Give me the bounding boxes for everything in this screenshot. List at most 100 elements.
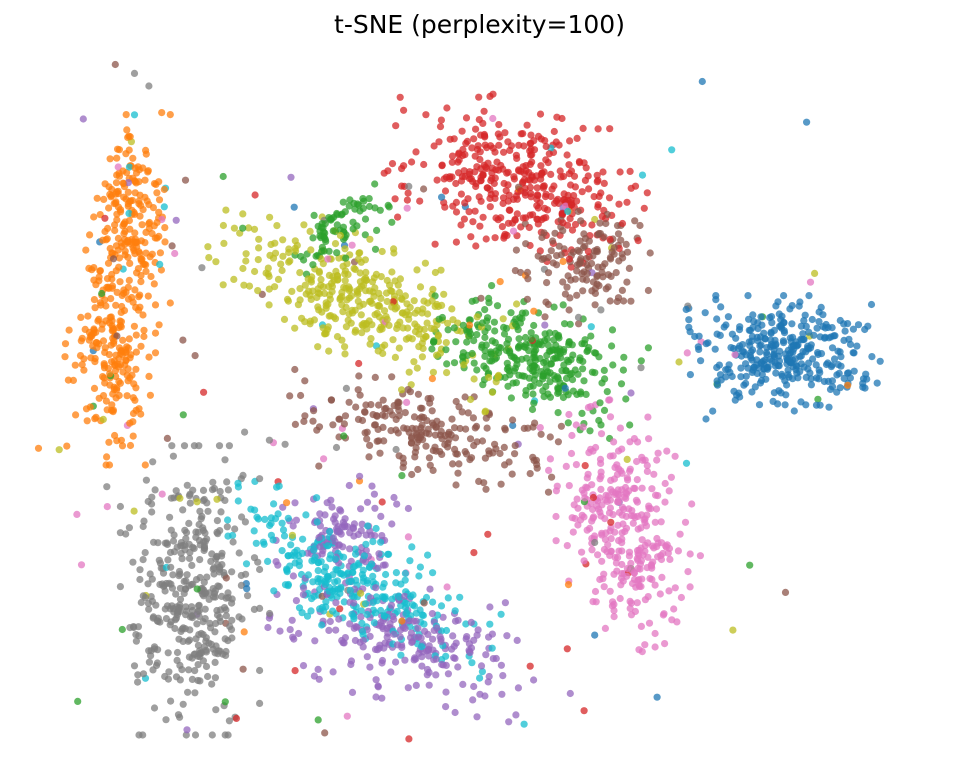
data-point xyxy=(509,227,518,235)
data-point xyxy=(542,142,550,151)
data-point xyxy=(652,505,661,513)
data-point xyxy=(620,297,628,305)
data-point xyxy=(604,541,612,549)
data-point xyxy=(327,551,335,559)
data-point xyxy=(484,324,492,332)
data-point xyxy=(276,627,284,635)
data-point xyxy=(223,523,231,531)
data-point xyxy=(563,645,571,653)
data-point xyxy=(587,403,595,411)
data-point xyxy=(400,106,408,114)
data-point xyxy=(420,325,428,334)
data-point xyxy=(396,93,404,101)
data-point xyxy=(92,413,100,421)
data-point xyxy=(291,365,299,374)
data-point xyxy=(618,503,627,511)
data-point xyxy=(570,172,579,180)
data-point xyxy=(562,462,570,470)
data-point xyxy=(591,587,600,596)
data-point xyxy=(366,235,374,243)
data-point xyxy=(166,513,174,521)
data-point xyxy=(736,323,744,331)
data-point xyxy=(574,504,582,512)
data-point xyxy=(251,506,259,514)
data-point xyxy=(413,364,421,372)
data-point xyxy=(250,554,259,562)
data-point xyxy=(542,364,550,372)
data-point xyxy=(786,354,794,362)
data-point xyxy=(424,310,432,318)
data-point xyxy=(744,292,752,300)
data-point xyxy=(614,230,623,238)
data-point xyxy=(441,432,449,440)
data-point xyxy=(632,583,640,591)
data-point xyxy=(845,335,853,343)
data-point xyxy=(371,373,379,381)
data-point xyxy=(213,517,221,525)
data-point xyxy=(868,353,876,361)
data-point xyxy=(686,583,694,591)
data-point xyxy=(420,620,428,628)
data-point xyxy=(384,167,392,175)
data-point xyxy=(534,220,542,228)
data-point xyxy=(425,681,433,689)
data-point xyxy=(90,384,99,392)
data-point xyxy=(817,303,825,311)
data-point xyxy=(589,447,597,455)
data-point xyxy=(167,697,175,705)
data-point xyxy=(202,662,211,671)
data-point xyxy=(431,431,440,439)
data-point xyxy=(670,605,678,613)
data-point xyxy=(199,486,208,494)
data-point xyxy=(541,313,549,321)
data-point xyxy=(407,439,416,447)
data-point xyxy=(387,668,395,676)
data-point xyxy=(873,379,881,387)
data-point xyxy=(99,373,107,381)
data-point xyxy=(218,549,226,557)
data-point xyxy=(266,213,274,221)
data-point xyxy=(376,449,384,457)
data-point xyxy=(775,362,783,370)
data-point xyxy=(530,350,538,358)
data-point xyxy=(551,354,560,362)
data-point xyxy=(436,123,445,131)
data-point xyxy=(336,506,344,514)
data-point xyxy=(713,363,721,372)
data-point xyxy=(388,520,396,528)
data-point xyxy=(512,379,521,387)
data-point xyxy=(106,370,114,378)
data-point xyxy=(581,462,589,470)
data-point xyxy=(756,348,764,356)
data-point xyxy=(137,278,145,286)
data-point xyxy=(578,270,586,278)
data-point xyxy=(666,555,674,564)
data-point xyxy=(115,146,123,154)
data-point xyxy=(510,175,518,183)
data-point xyxy=(432,655,440,663)
data-point xyxy=(491,194,499,202)
data-point xyxy=(599,168,607,176)
data-point xyxy=(606,125,614,133)
data-point xyxy=(711,345,719,353)
data-point xyxy=(428,407,436,415)
data-point xyxy=(796,298,804,306)
data-point xyxy=(380,307,389,315)
data-point xyxy=(301,377,309,385)
data-point xyxy=(361,408,369,416)
data-point xyxy=(363,610,371,619)
data-point xyxy=(120,230,128,238)
data-point xyxy=(133,243,141,251)
data-point xyxy=(267,531,275,539)
data-point xyxy=(232,714,240,723)
data-point xyxy=(567,167,576,175)
data-point xyxy=(465,208,473,216)
data-point xyxy=(123,126,131,134)
data-point xyxy=(527,335,536,343)
data-point xyxy=(126,374,134,382)
data-point xyxy=(644,344,653,352)
data-point xyxy=(374,682,382,690)
data-point xyxy=(533,191,542,199)
data-point xyxy=(631,182,640,190)
data-point xyxy=(377,512,385,521)
